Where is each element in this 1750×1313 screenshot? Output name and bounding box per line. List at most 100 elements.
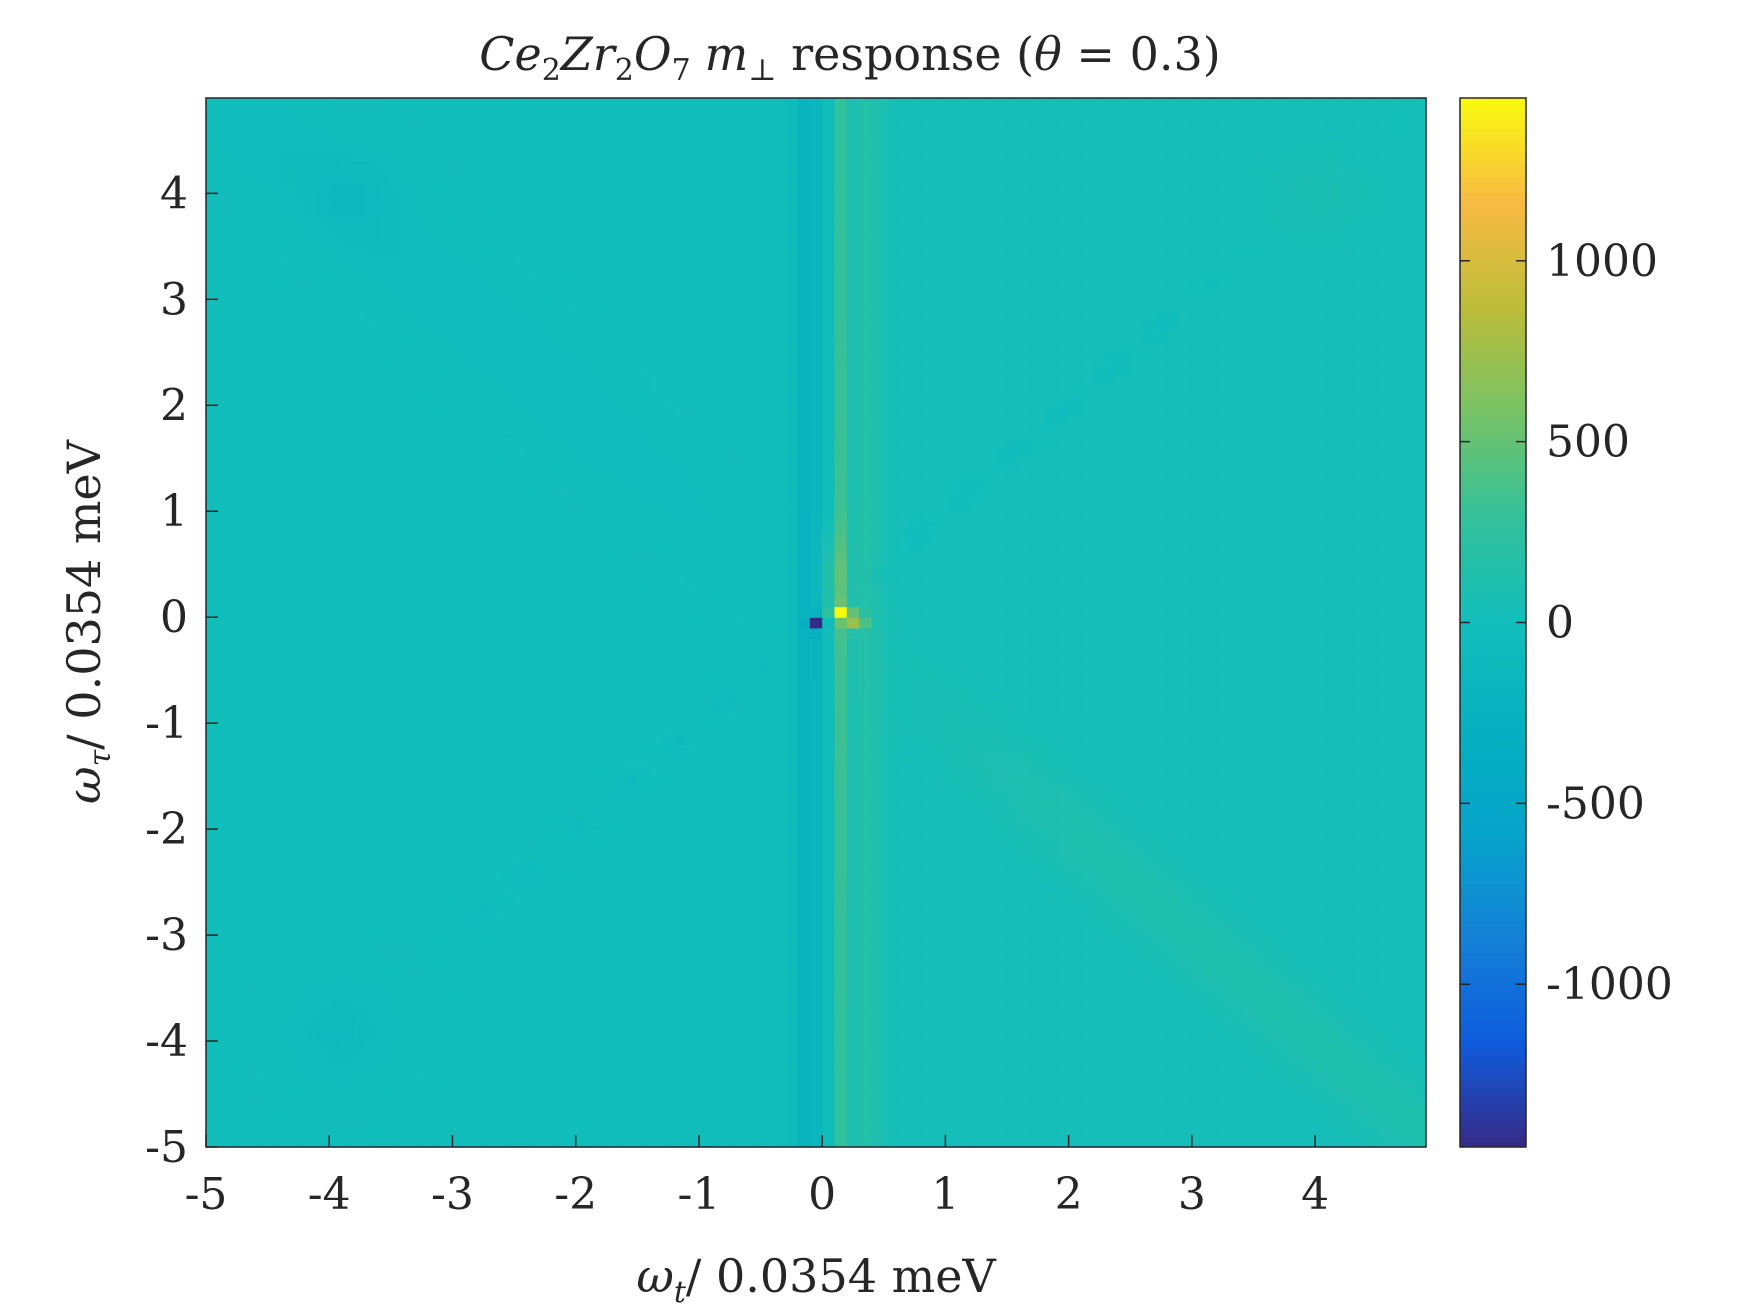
heatmap-cell (600, 744, 614, 756)
heatmap-cell (588, 701, 601, 714)
heatmap-cell (403, 256, 417, 269)
heatmap-cell (329, 511, 343, 523)
heatmap-cell (304, 723, 318, 735)
heatmap-cell (341, 585, 355, 597)
heatmap-cell (588, 596, 601, 608)
heatmap-cell (316, 150, 330, 163)
heatmap-cell (797, 564, 811, 576)
heatmap-cell (551, 786, 564, 798)
heatmap-cell (415, 1019, 429, 1032)
heatmap-cell (538, 225, 552, 237)
heatmap-cell (366, 384, 380, 396)
heatmap-cell (686, 214, 700, 226)
heatmap-cell (440, 479, 454, 491)
heatmap-cell (612, 1104, 626, 1116)
heatmap-cell (403, 331, 417, 343)
heatmap-cell (341, 161, 355, 173)
heatmap-cell (538, 860, 552, 873)
heatmap-cell (304, 670, 318, 682)
heatmap-cell (501, 945, 515, 957)
heatmap-cell (218, 1019, 232, 1032)
heatmap-cell (624, 786, 638, 798)
heatmap-cell (760, 214, 774, 226)
heatmap-cell (526, 119, 540, 131)
heatmap-cell (711, 426, 725, 438)
heatmap-cell (538, 373, 552, 385)
heatmap-cell (230, 299, 244, 311)
heatmap-cell (267, 543, 281, 555)
heatmap-cell (316, 543, 330, 555)
heatmap-cell (588, 1030, 601, 1042)
heatmap-cell (785, 956, 799, 968)
heatmap-cell (612, 744, 626, 756)
heatmap-cell (748, 246, 762, 258)
heatmap-cell (698, 977, 712, 989)
heatmap-cell (489, 924, 503, 936)
heatmap-cell (206, 882, 219, 894)
heatmap-cell (501, 680, 515, 692)
heatmap-cell (427, 765, 441, 777)
heatmap-cell (661, 829, 675, 841)
heatmap-cell (230, 1115, 244, 1127)
heatmap-cell (206, 807, 219, 820)
heatmap-cell (526, 786, 540, 798)
heatmap-cell (624, 648, 638, 661)
heatmap-cell (551, 574, 564, 587)
heatmap-cell (292, 246, 306, 258)
heatmap-cell (378, 511, 392, 523)
heatmap-cell (748, 150, 762, 163)
heatmap-cell (698, 543, 712, 555)
heatmap-cell (403, 278, 417, 290)
heatmap-cell (748, 691, 762, 703)
heatmap-cell (218, 384, 232, 396)
heatmap-cell (267, 924, 281, 936)
heatmap-cell (477, 744, 491, 756)
heatmap-cell (440, 182, 454, 194)
heatmap-cell (674, 458, 688, 470)
heatmap-cell (575, 596, 589, 608)
heatmap-cell (304, 235, 318, 247)
heatmap-cell (452, 871, 466, 883)
heatmap-cell (353, 352, 367, 364)
heatmap-cell (809, 1083, 823, 1095)
heatmap-cell (735, 712, 749, 724)
heatmap-cell (538, 214, 552, 226)
heatmap-cell (279, 458, 293, 470)
heatmap-cell (588, 1094, 601, 1106)
heatmap-cell (304, 309, 318, 322)
heatmap-cell (686, 670, 700, 682)
heatmap-cell (698, 892, 712, 904)
heatmap-cell (760, 161, 774, 173)
heatmap-cell (255, 648, 269, 661)
heatmap-cell (698, 203, 712, 216)
heatmap-cell (501, 765, 515, 777)
heatmap-cell (366, 161, 380, 173)
heatmap-cell (772, 426, 786, 438)
heatmap-cell (477, 1051, 491, 1063)
heatmap-cell (698, 998, 712, 1010)
heatmap-cell (292, 754, 306, 767)
heatmap-cell (206, 172, 219, 184)
heatmap-cell (797, 405, 811, 417)
heatmap-cell (797, 818, 811, 830)
heatmap-cell (329, 977, 343, 989)
heatmap-cell (218, 659, 232, 671)
heatmap-cell (230, 511, 244, 523)
heatmap-cell (403, 903, 417, 915)
heatmap-cell (551, 458, 564, 470)
heatmap-cell (366, 723, 380, 735)
heatmap-cell (538, 352, 552, 364)
heatmap-cell (366, 564, 380, 576)
heatmap-cell (526, 479, 540, 491)
heatmap-cell (390, 331, 404, 343)
heatmap-cell (735, 384, 749, 396)
heatmap-cell (785, 108, 799, 120)
heatmap-cell (206, 1104, 219, 1116)
heatmap-cell (390, 500, 404, 512)
heatmap-cell (772, 712, 786, 724)
heatmap-cell (464, 182, 478, 194)
heatmap-cell (390, 1051, 404, 1063)
heatmap-cell (748, 988, 762, 1000)
heatmap-cell (711, 659, 725, 671)
heatmap-cell (637, 447, 651, 459)
